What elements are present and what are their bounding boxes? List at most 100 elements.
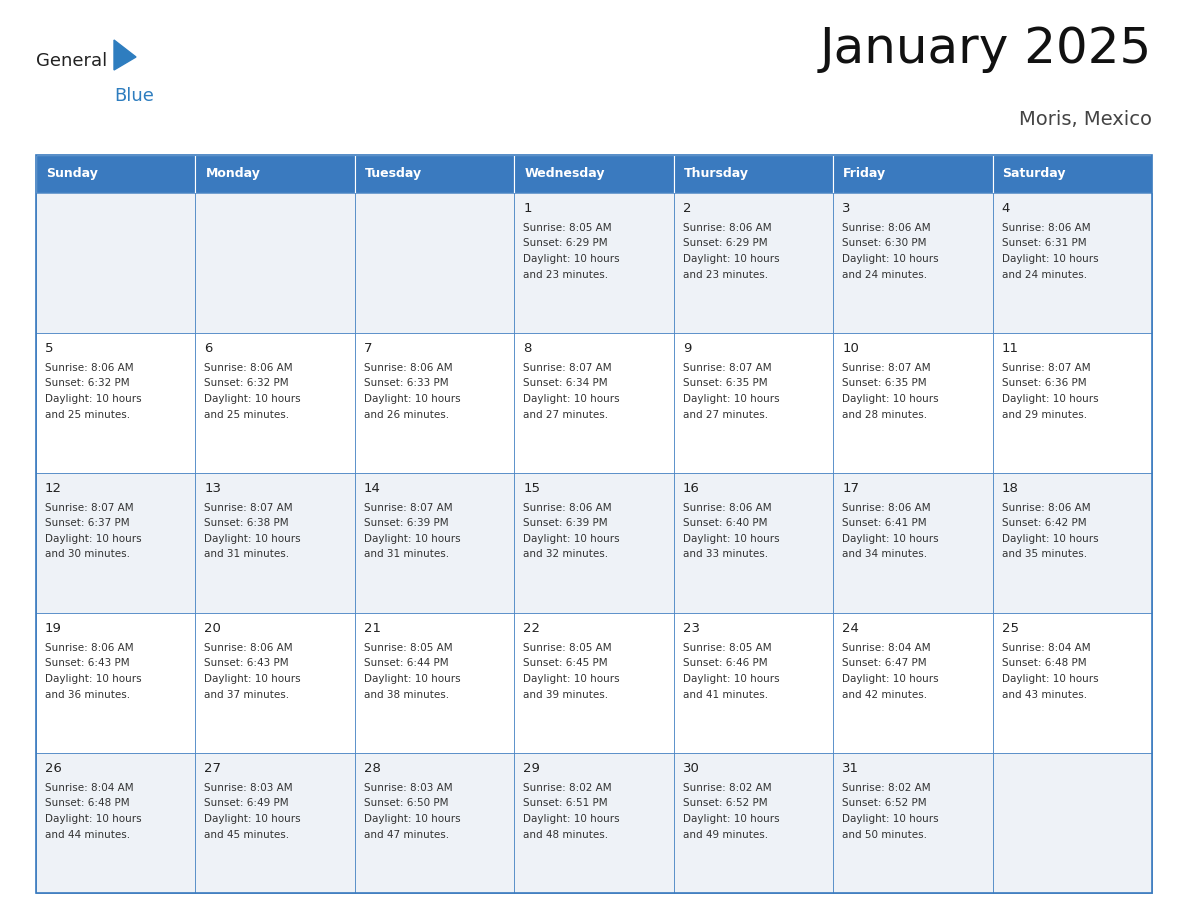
Text: Sunrise: 8:06 AM: Sunrise: 8:06 AM	[842, 223, 930, 233]
Text: 6: 6	[204, 342, 213, 355]
Text: 10: 10	[842, 342, 859, 355]
Text: Daylight: 10 hours: Daylight: 10 hours	[204, 814, 301, 824]
Text: Sunrise: 8:05 AM: Sunrise: 8:05 AM	[523, 643, 612, 653]
Text: Sunset: 6:33 PM: Sunset: 6:33 PM	[364, 378, 449, 388]
Text: 31: 31	[842, 762, 859, 775]
Text: Daylight: 10 hours: Daylight: 10 hours	[204, 674, 301, 684]
Bar	[992, 193, 1152, 333]
Text: Sunrise: 8:06 AM: Sunrise: 8:06 AM	[683, 223, 771, 233]
Text: 19: 19	[45, 622, 62, 635]
Bar	[355, 155, 514, 193]
Text: General: General	[36, 52, 107, 70]
Text: Sunrise: 8:04 AM: Sunrise: 8:04 AM	[842, 643, 930, 653]
Text: 27: 27	[204, 762, 221, 775]
Bar	[355, 753, 514, 893]
Text: 7: 7	[364, 342, 372, 355]
Bar	[992, 613, 1152, 753]
Text: and 50 minutes.: and 50 minutes.	[842, 830, 927, 839]
Text: 21: 21	[364, 622, 381, 635]
Bar	[196, 333, 355, 473]
Bar	[355, 333, 514, 473]
Text: Sunrise: 8:02 AM: Sunrise: 8:02 AM	[683, 783, 771, 793]
Bar	[36, 155, 196, 193]
Text: Daylight: 10 hours: Daylight: 10 hours	[523, 394, 620, 404]
Text: Sunset: 6:45 PM: Sunset: 6:45 PM	[523, 658, 608, 668]
Bar	[833, 193, 992, 333]
Text: Sunrise: 8:07 AM: Sunrise: 8:07 AM	[842, 363, 930, 373]
Bar	[196, 473, 355, 613]
Text: Sunrise: 8:04 AM: Sunrise: 8:04 AM	[1001, 643, 1091, 653]
Text: 8: 8	[523, 342, 532, 355]
Text: Friday: Friday	[843, 167, 886, 181]
Text: Daylight: 10 hours: Daylight: 10 hours	[523, 674, 620, 684]
Text: 25: 25	[1001, 622, 1018, 635]
Text: Sunset: 6:40 PM: Sunset: 6:40 PM	[683, 519, 767, 529]
Text: Sunset: 6:31 PM: Sunset: 6:31 PM	[1001, 239, 1086, 249]
Text: Sunset: 6:52 PM: Sunset: 6:52 PM	[842, 799, 927, 809]
Text: Sunset: 6:32 PM: Sunset: 6:32 PM	[45, 378, 129, 388]
Text: Daylight: 10 hours: Daylight: 10 hours	[683, 254, 779, 264]
Text: and 31 minutes.: and 31 minutes.	[364, 550, 449, 559]
Text: Sunrise: 8:03 AM: Sunrise: 8:03 AM	[364, 783, 453, 793]
Text: Daylight: 10 hours: Daylight: 10 hours	[842, 394, 939, 404]
Text: and 23 minutes.: and 23 minutes.	[523, 270, 608, 279]
Text: 5: 5	[45, 342, 53, 355]
Text: Sunset: 6:29 PM: Sunset: 6:29 PM	[523, 239, 608, 249]
Text: Sunrise: 8:05 AM: Sunrise: 8:05 AM	[683, 643, 771, 653]
Text: 26: 26	[45, 762, 62, 775]
Text: Sunrise: 8:06 AM: Sunrise: 8:06 AM	[364, 363, 453, 373]
Text: Sunset: 6:48 PM: Sunset: 6:48 PM	[1001, 658, 1086, 668]
Text: Sunrise: 8:07 AM: Sunrise: 8:07 AM	[683, 363, 771, 373]
Text: Daylight: 10 hours: Daylight: 10 hours	[683, 534, 779, 544]
Text: Sunrise: 8:07 AM: Sunrise: 8:07 AM	[1001, 363, 1091, 373]
Text: 18: 18	[1001, 482, 1018, 495]
Text: 2: 2	[683, 202, 691, 215]
Text: Sunset: 6:38 PM: Sunset: 6:38 PM	[204, 519, 289, 529]
Text: Thursday: Thursday	[684, 167, 748, 181]
Bar	[833, 333, 992, 473]
Bar	[992, 333, 1152, 473]
Bar	[36, 753, 196, 893]
Bar	[514, 193, 674, 333]
Text: 15: 15	[523, 482, 541, 495]
Bar	[36, 193, 196, 333]
Text: and 44 minutes.: and 44 minutes.	[45, 830, 131, 839]
Text: and 48 minutes.: and 48 minutes.	[523, 830, 608, 839]
Bar	[833, 155, 992, 193]
Text: Sunset: 6:49 PM: Sunset: 6:49 PM	[204, 799, 289, 809]
Text: Sunrise: 8:04 AM: Sunrise: 8:04 AM	[45, 783, 133, 793]
Bar	[36, 613, 196, 753]
Text: Daylight: 10 hours: Daylight: 10 hours	[842, 814, 939, 824]
Text: Daylight: 10 hours: Daylight: 10 hours	[523, 534, 620, 544]
Text: Sunset: 6:29 PM: Sunset: 6:29 PM	[683, 239, 767, 249]
Bar	[674, 473, 833, 613]
Text: Daylight: 10 hours: Daylight: 10 hours	[1001, 254, 1098, 264]
Text: Sunrise: 8:06 AM: Sunrise: 8:06 AM	[45, 363, 133, 373]
Text: and 38 minutes.: and 38 minutes.	[364, 689, 449, 700]
Bar	[674, 155, 833, 193]
Text: Sunrise: 8:06 AM: Sunrise: 8:06 AM	[204, 643, 293, 653]
Text: Sunset: 6:35 PM: Sunset: 6:35 PM	[842, 378, 927, 388]
Text: Daylight: 10 hours: Daylight: 10 hours	[1001, 534, 1098, 544]
Bar	[196, 155, 355, 193]
Text: Daylight: 10 hours: Daylight: 10 hours	[45, 814, 141, 824]
Text: Sunrise: 8:06 AM: Sunrise: 8:06 AM	[204, 363, 293, 373]
Text: Daylight: 10 hours: Daylight: 10 hours	[204, 534, 301, 544]
Bar	[514, 155, 674, 193]
Text: 29: 29	[523, 762, 541, 775]
Bar	[355, 473, 514, 613]
Text: 30: 30	[683, 762, 700, 775]
Text: and 28 minutes.: and 28 minutes.	[842, 409, 928, 420]
Text: Daylight: 10 hours: Daylight: 10 hours	[364, 674, 461, 684]
Text: Sunset: 6:41 PM: Sunset: 6:41 PM	[842, 519, 927, 529]
Text: Sunrise: 8:07 AM: Sunrise: 8:07 AM	[204, 503, 293, 513]
Text: Sunset: 6:39 PM: Sunset: 6:39 PM	[523, 519, 608, 529]
Text: 14: 14	[364, 482, 380, 495]
Text: Daylight: 10 hours: Daylight: 10 hours	[683, 814, 779, 824]
Text: and 24 minutes.: and 24 minutes.	[842, 270, 928, 279]
Text: 4: 4	[1001, 202, 1010, 215]
Text: Sunrise: 8:02 AM: Sunrise: 8:02 AM	[842, 783, 930, 793]
Bar	[36, 155, 1152, 893]
Text: 9: 9	[683, 342, 691, 355]
Text: Sunset: 6:43 PM: Sunset: 6:43 PM	[204, 658, 289, 668]
